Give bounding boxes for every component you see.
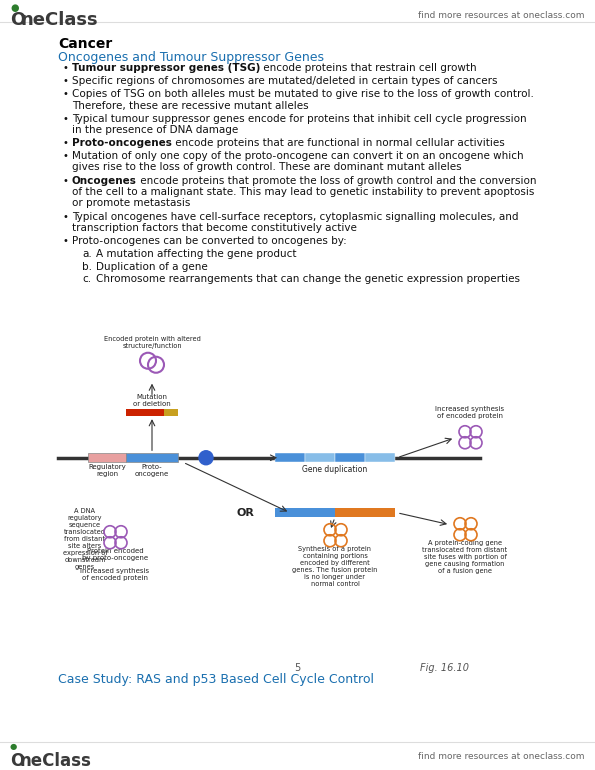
- Bar: [305, 454, 335, 462]
- Text: Proto-oncogenes: Proto-oncogenes: [72, 138, 172, 148]
- Text: •: •: [63, 151, 69, 161]
- Text: Protein encoded
by proto-oncogene: Protein encoded by proto-oncogene: [82, 547, 148, 561]
- Text: •: •: [63, 138, 69, 148]
- Bar: [335, 508, 395, 517]
- Text: •: •: [63, 63, 69, 73]
- Text: Increased synthesis
of encoded protein: Increased synthesis of encoded protein: [80, 567, 149, 581]
- Text: encode proteins that restrain cell growth: encode proteins that restrain cell growt…: [261, 63, 477, 73]
- Text: A DNA
regulatory
sequence
translocated
from distant
site alters
expression of
do: A DNA regulatory sequence translocated f…: [62, 507, 107, 570]
- Circle shape: [199, 450, 213, 465]
- Text: Copies of TSG on both alleles must be mutated to give rise to the loss of growth: Copies of TSG on both alleles must be mu…: [72, 89, 534, 99]
- Text: Oncogenes and Tumour Suppressor Genes: Oncogenes and Tumour Suppressor Genes: [58, 51, 324, 64]
- Text: ●: ●: [10, 742, 17, 752]
- Text: or promote metastasis: or promote metastasis: [72, 199, 190, 209]
- Text: gives rise to the loss of growth control. These are dominant mutant alleles: gives rise to the loss of growth control…: [72, 162, 462, 172]
- Text: A protein-coding gene
translocated from distant
site fuses with portion of
gene : A protein-coding gene translocated from …: [422, 540, 508, 574]
- Text: Cancer: Cancer: [58, 37, 112, 51]
- Bar: [365, 454, 395, 462]
- Text: Encoded protein with altered
structure/function: Encoded protein with altered structure/f…: [104, 336, 201, 349]
- Text: Mutation of only one copy of the proto-oncogene can convert it on an oncogene wh: Mutation of only one copy of the proto-o…: [72, 151, 524, 161]
- Text: Oncogenes: Oncogenes: [72, 176, 137, 186]
- Text: b.: b.: [82, 262, 92, 272]
- Text: neClass: neClass: [21, 11, 99, 29]
- Text: OR: OR: [236, 507, 254, 517]
- Text: Chromosome rearrangements that can change the genetic expression properties: Chromosome rearrangements that can chang…: [96, 274, 520, 284]
- Text: Proto-oncogenes can be converted to oncogenes by:: Proto-oncogenes can be converted to onco…: [72, 236, 347, 246]
- Text: O: O: [10, 11, 25, 29]
- Text: Duplication of a gene: Duplication of a gene: [96, 262, 208, 272]
- Text: Specific regions of chromosomes are mutated/deleted in certain types of cancers: Specific regions of chromosomes are muta…: [72, 76, 497, 86]
- Text: Case Study: RAS and p53 Based Cell Cycle Control: Case Study: RAS and p53 Based Cell Cycle…: [58, 673, 374, 686]
- Text: find more resources at oneclass.com: find more resources at oneclass.com: [418, 11, 585, 20]
- Text: encode proteins that promote the loss of growth control and the conversion: encode proteins that promote the loss of…: [137, 176, 536, 186]
- Text: Increased synthesis
of encoded protein: Increased synthesis of encoded protein: [436, 406, 505, 419]
- Text: Gene duplication: Gene duplication: [302, 465, 368, 474]
- Text: Typical oncogenes have cell-surface receptors, cytoplasmic signalling molecules,: Typical oncogenes have cell-surface rece…: [72, 212, 518, 222]
- Text: Fig. 16.10: Fig. 16.10: [420, 663, 469, 673]
- Bar: [164, 409, 178, 417]
- Text: Regulatory
region: Regulatory region: [88, 464, 126, 477]
- Text: •: •: [63, 76, 69, 86]
- Text: Synthesis of a protein
containing portions
encoded by different
genes. The fusio: Synthesis of a protein containing portio…: [292, 546, 378, 587]
- Bar: [126, 454, 178, 462]
- Text: •: •: [63, 236, 69, 246]
- Text: in the presence of DNA damage: in the presence of DNA damage: [72, 125, 238, 135]
- Text: transcription factors that become constitutively active: transcription factors that become consti…: [72, 223, 357, 233]
- Text: ●: ●: [10, 3, 18, 13]
- Text: •: •: [63, 176, 69, 186]
- Bar: [275, 454, 305, 462]
- Bar: [88, 454, 126, 462]
- Text: a.: a.: [82, 249, 92, 259]
- Text: Proto-
oncogene: Proto- oncogene: [135, 464, 169, 477]
- Bar: [275, 508, 335, 517]
- Text: c.: c.: [82, 274, 91, 284]
- Text: find more resources at oneclass.com: find more resources at oneclass.com: [418, 752, 585, 761]
- Bar: [126, 409, 164, 417]
- Text: Mutation
or deletion: Mutation or deletion: [133, 394, 171, 407]
- Text: Tumour suppressor genes (TSG): Tumour suppressor genes (TSG): [72, 63, 261, 73]
- Text: •: •: [63, 89, 69, 99]
- Text: Typical tumour suppressor genes encode for proteins that inhibit cell cycle prog: Typical tumour suppressor genes encode f…: [72, 113, 527, 123]
- Text: A mutation affecting the gene product: A mutation affecting the gene product: [96, 249, 296, 259]
- Text: •: •: [63, 212, 69, 222]
- Text: O: O: [10, 752, 24, 770]
- Bar: [335, 454, 365, 462]
- Text: of the cell to a malignant state. This may lead to genetic instability to preven: of the cell to a malignant state. This m…: [72, 187, 534, 197]
- Text: 5: 5: [294, 663, 300, 673]
- Text: •: •: [63, 113, 69, 123]
- Text: Therefore, these are recessive mutant alleles: Therefore, these are recessive mutant al…: [72, 101, 309, 111]
- Text: neClass: neClass: [20, 752, 92, 770]
- Text: encode proteins that are functional in normal cellular activities: encode proteins that are functional in n…: [172, 138, 505, 148]
